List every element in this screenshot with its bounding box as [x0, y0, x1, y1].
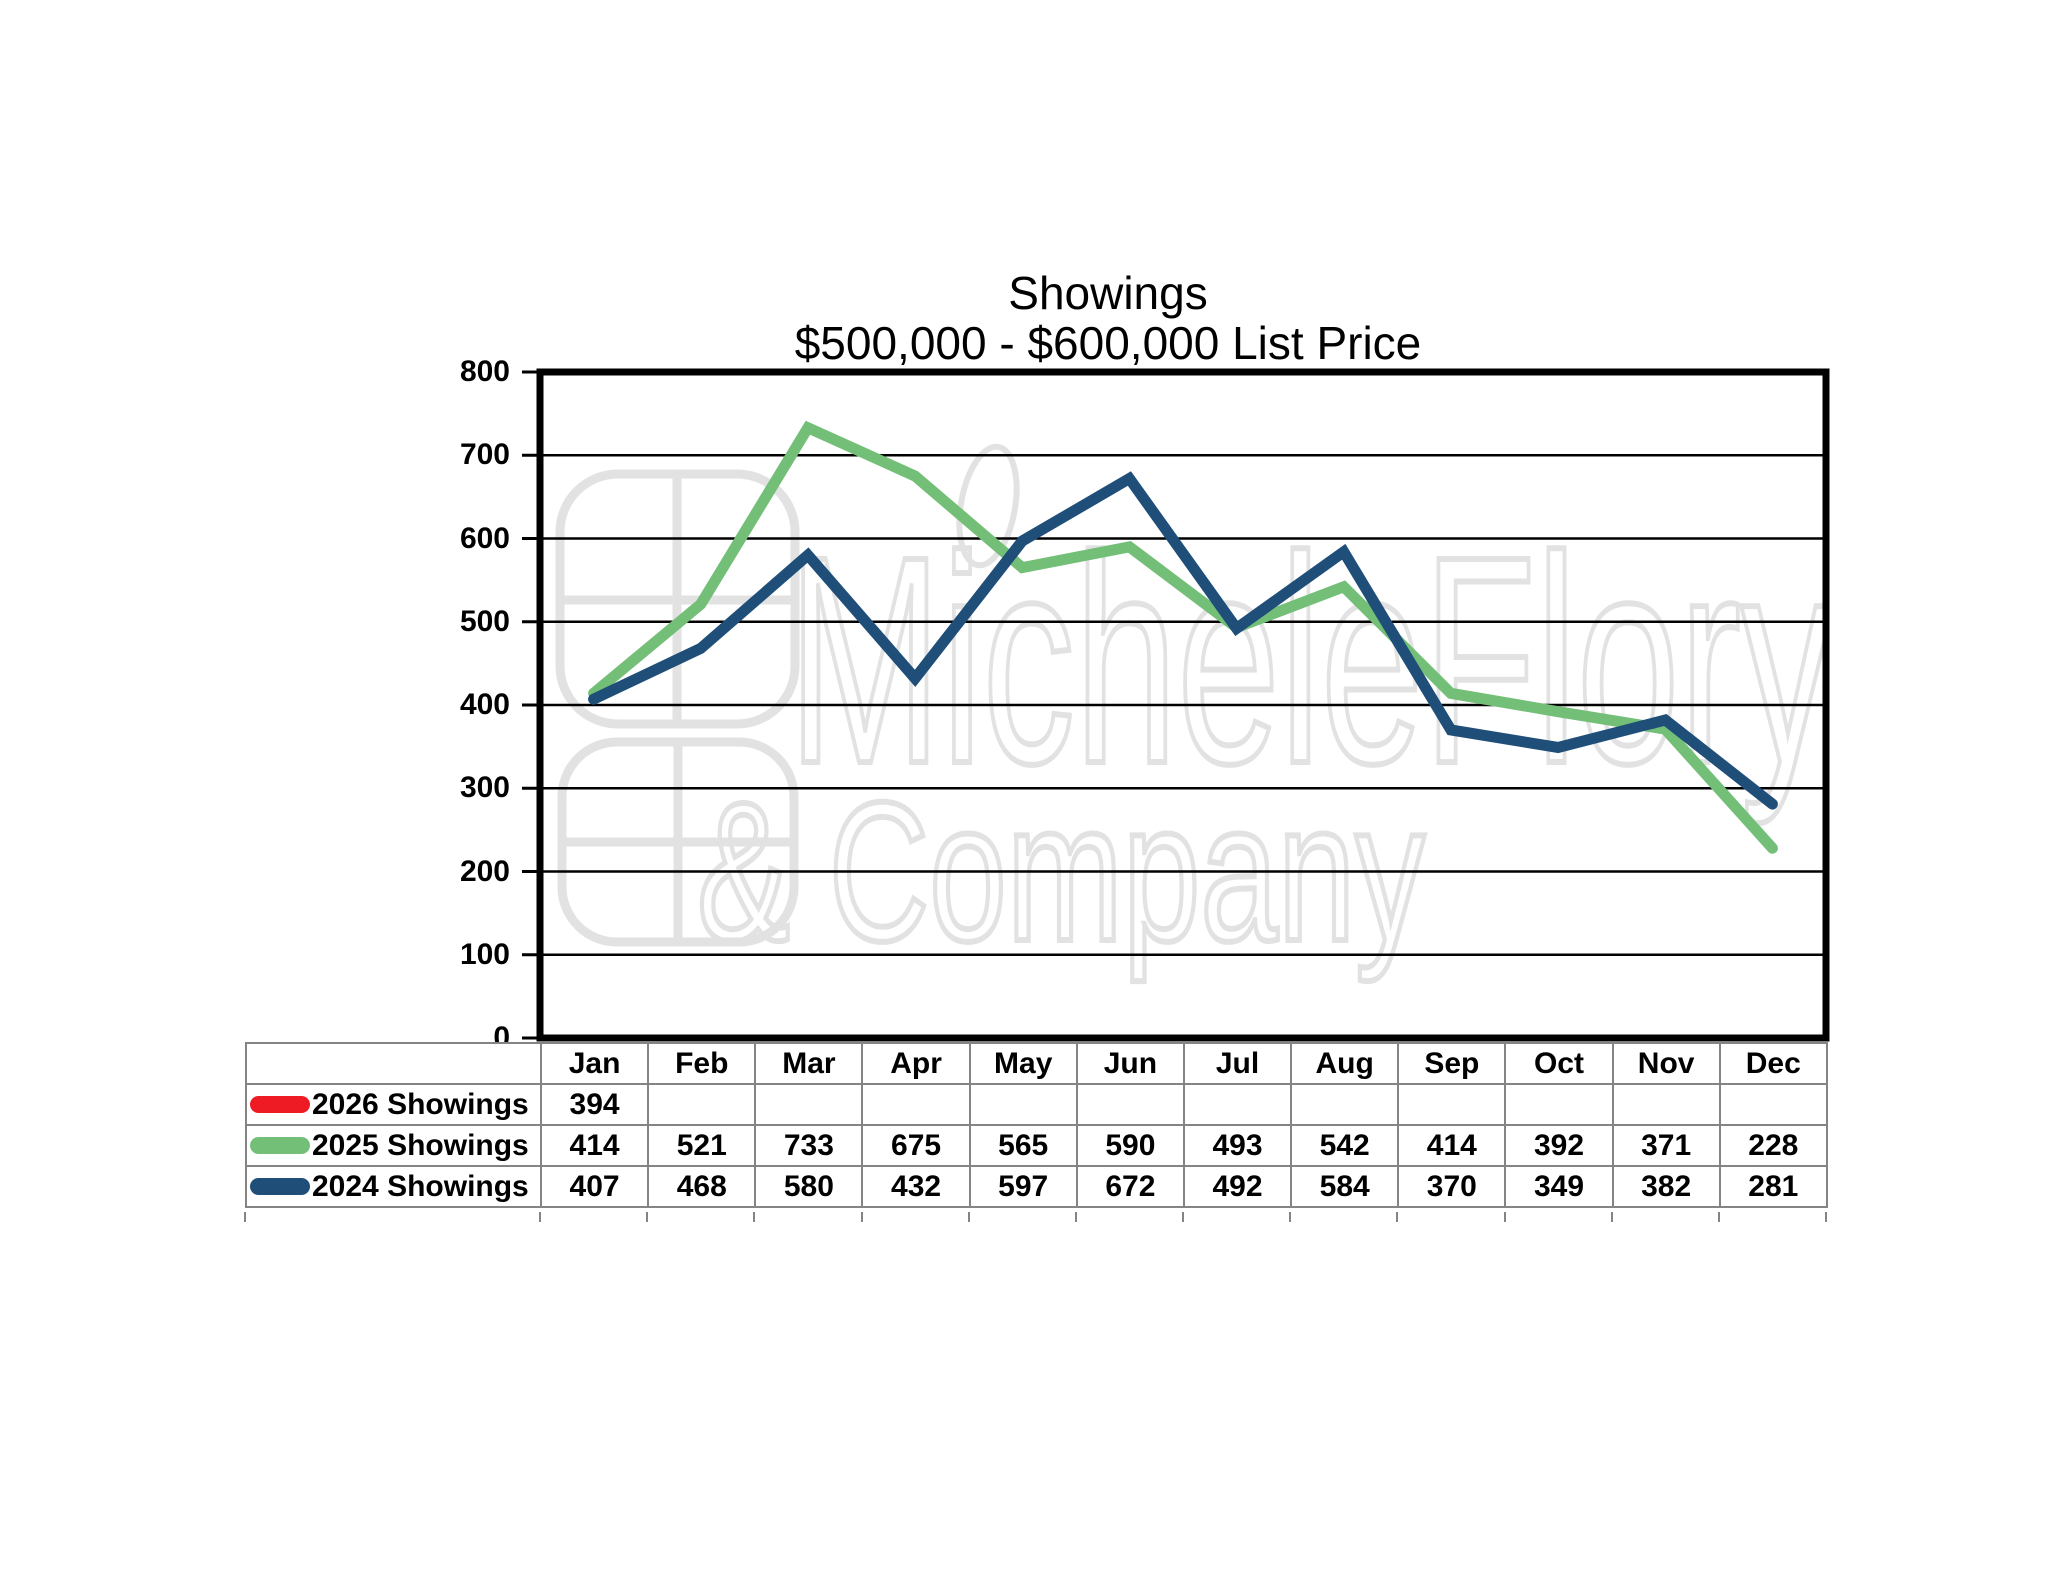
- value-cell: 414: [539, 1124, 650, 1167]
- chart-title: Showings $500,000 - $600,000 List Price: [795, 268, 1422, 368]
- table-border-stub: [967, 1212, 970, 1222]
- month-header-cell: Mar: [754, 1042, 864, 1085]
- y-axis-label: 400: [459, 688, 510, 721]
- value-cell: [1718, 1083, 1828, 1126]
- chart-title-line2: $500,000 - $600,000 List Price: [794, 317, 1422, 369]
- value-cell: 228: [1718, 1124, 1828, 1167]
- month-header-row: Jan Feb Mar Apr May Jun Jul Aug Sep Oct Nov Dec: [245, 1042, 1828, 1085]
- series-line-2025: [588, 420, 1778, 854]
- table-border-stub: [1825, 1212, 1827, 1222]
- table-border-stub: [539, 1212, 541, 1222]
- y-axis-label: 200: [459, 854, 510, 888]
- value-cell: 414: [1397, 1124, 1507, 1167]
- value-cell: [861, 1083, 971, 1126]
- month-header-cell: Feb: [647, 1042, 757, 1085]
- table-border-stub: [1289, 1212, 1292, 1222]
- value-cell: 590: [1075, 1124, 1185, 1167]
- legend-cell: 2025 Showings: [245, 1124, 542, 1167]
- legend-label: 2025 Showings: [312, 1128, 529, 1162]
- value-cell: 521: [647, 1124, 757, 1167]
- value-cell: 349: [1504, 1165, 1614, 1208]
- y-axis-label: 300: [459, 771, 510, 805]
- month-header-cell: Nov: [1611, 1042, 1721, 1085]
- month-header-cell: Jan: [539, 1042, 650, 1085]
- value-cell: 370: [1397, 1165, 1507, 1208]
- plot-border: [536, 368, 1830, 1042]
- y-axis-label: 700: [459, 438, 510, 472]
- legend-swatch-2026: [250, 1096, 310, 1113]
- value-cell: 565: [968, 1124, 1078, 1167]
- value-cell: [968, 1083, 1078, 1126]
- table-row: 2026 Showings 394: [245, 1083, 1828, 1126]
- y-axis-label: 500: [459, 604, 510, 638]
- value-cell: 542: [1290, 1124, 1400, 1167]
- chart-title-line1: Showings: [1008, 267, 1208, 319]
- watermark-leaf-icon: [956, 443, 1020, 569]
- value-cell: 468: [647, 1165, 757, 1208]
- series-line-2024: [588, 471, 1778, 810]
- data-table: Jan Feb Mar Apr May Jun Jul Aug Sep Oct Nov Dec 2026…: [245, 1042, 1828, 1208]
- table-corner-cell: [245, 1042, 542, 1085]
- month-header-cell: Jun: [1075, 1042, 1185, 1085]
- value-cell: 432: [861, 1165, 971, 1208]
- value-cell: 584: [1290, 1165, 1400, 1208]
- legend-cell: 2026 Showings: [245, 1083, 542, 1126]
- legend-label: 2026 Showings: [312, 1087, 529, 1121]
- value-cell: 597: [968, 1165, 1078, 1208]
- y-axis-label: 800: [459, 355, 510, 388]
- value-cell: [1397, 1083, 1507, 1126]
- value-cell: [1075, 1083, 1185, 1126]
- value-cell: 371: [1611, 1124, 1721, 1167]
- value-cell: 382: [1611, 1165, 1721, 1208]
- month-header-cell: May: [968, 1042, 1078, 1085]
- table-border-stub: [753, 1212, 756, 1222]
- value-cell: 733: [754, 1124, 864, 1167]
- table-border-stub: [1396, 1212, 1399, 1222]
- month-header-cell: Apr: [861, 1042, 971, 1085]
- y-axis-label: 600: [459, 521, 510, 555]
- value-cell: 281: [1718, 1165, 1828, 1208]
- month-header-cell: Oct: [1504, 1042, 1614, 1085]
- value-cell: 493: [1182, 1124, 1293, 1167]
- table-row: 2025 Showings 414 521 733 675 565 590 493 542 414…: [245, 1124, 1828, 1167]
- value-cell: [1504, 1083, 1614, 1126]
- y-axis-label: 100: [459, 937, 510, 971]
- value-cell: 492: [1182, 1165, 1293, 1208]
- month-header-cell: Jul: [1182, 1042, 1293, 1085]
- table-border-stub: [1182, 1212, 1184, 1222]
- table-border-stub: [244, 1212, 246, 1222]
- table-border-stub: [1610, 1212, 1613, 1222]
- series-lines: [588, 420, 1778, 854]
- value-cell: [1611, 1083, 1721, 1126]
- table-border-stub: [1717, 1212, 1720, 1222]
- legend-cell: 2024 Showings: [245, 1165, 542, 1208]
- value-cell: 392: [1504, 1124, 1614, 1167]
- table-border-stub: [1074, 1212, 1077, 1222]
- legend-label: 2024 Showings: [312, 1169, 529, 1203]
- table-border-stub: [646, 1212, 649, 1222]
- table-border-stub: [1503, 1212, 1506, 1222]
- value-cell: 580: [754, 1165, 864, 1208]
- month-header-cell: Dec: [1718, 1042, 1828, 1085]
- table-border-stub: [860, 1212, 863, 1222]
- value-cell: [647, 1083, 757, 1126]
- month-header-cell: Sep: [1397, 1042, 1507, 1085]
- gridlines: [540, 454, 1826, 956]
- value-cell: 394: [539, 1083, 650, 1126]
- legend-swatch-2025: [250, 1137, 310, 1154]
- value-cell: 675: [861, 1124, 971, 1167]
- value-cell: 672: [1075, 1165, 1185, 1208]
- value-cell: [1182, 1083, 1293, 1126]
- value-cell: [1290, 1083, 1400, 1126]
- table-row: 2024 Showings 407 468 580 432 597 672 492 584 370…: [245, 1165, 1828, 1208]
- legend-swatch-2024: [250, 1178, 310, 1195]
- value-cell: 407: [539, 1165, 650, 1208]
- value-cell: [754, 1083, 864, 1126]
- month-header-cell: Aug: [1290, 1042, 1400, 1085]
- watermark-line1: MicheleFlory: [788, 495, 1833, 827]
